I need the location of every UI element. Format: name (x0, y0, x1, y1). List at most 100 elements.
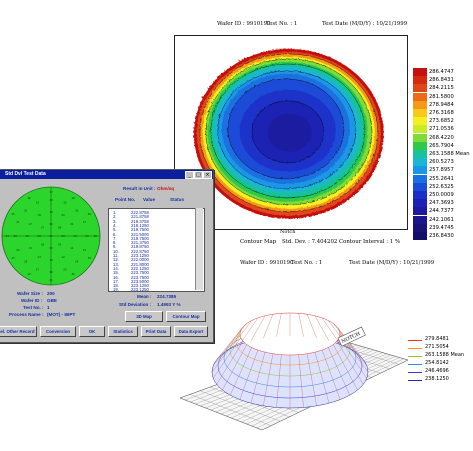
list-value: 223.7500 (131, 270, 149, 276)
legend-swatch (413, 166, 427, 175)
wafer-point-label[interactable]: 22 (86, 234, 90, 238)
maximize-button[interactable]: □ (194, 171, 203, 179)
wafer-point-label[interactable]: 40 (72, 272, 76, 276)
wafer-point-label[interactable]: 34 (50, 198, 54, 202)
wafer-point-label[interactable]: 44 (6, 234, 10, 238)
wafer-point-label[interactable]: 36 (75, 209, 79, 213)
legend-swatch (413, 109, 427, 117)
contour-map-button[interactable]: Contour Map (166, 311, 206, 322)
wafer-point-label[interactable]: 43 (11, 256, 15, 260)
contour-notch-label: Notch (280, 229, 296, 235)
wafer-point-label[interactable]: 45 (11, 212, 15, 216)
wafer-point-label[interactable]: 02 (62, 234, 66, 238)
legend-label: 268.4220 (429, 134, 454, 141)
wafer-point-label[interactable]: 01 (50, 234, 54, 238)
result-unit-value: Ohm/sq (157, 186, 175, 191)
print-data-button[interactable]: Print Data (141, 326, 171, 337)
wafer-point-label[interactable]: 31 (16, 220, 20, 224)
wafer-point-label[interactable]: 05 (41, 242, 45, 246)
wafer-point-label[interactable]: 32 (24, 209, 28, 213)
statistics-button[interactable]: Statistics (108, 326, 138, 337)
wafer-point-label[interactable]: 08 (50, 222, 54, 226)
legend-swatch (413, 174, 427, 183)
legend-label: 260.5273 (429, 159, 454, 166)
list-point-no: 4. (113, 222, 117, 228)
list-value: 219.7500 (131, 227, 149, 233)
map3d-legend-label: 238.1250 (425, 376, 449, 382)
wafer-point-label[interactable]: 35 (63, 201, 67, 205)
wafer-point-label[interactable]: 29 (16, 248, 20, 252)
list-value: 218.1250 (131, 222, 149, 228)
contour-std-dev: Std. Dev. : 7.404202 (282, 239, 338, 245)
list-point-no: 14. (113, 265, 119, 271)
list-value: 222.0000 (131, 257, 149, 263)
map3d-legend-label: 271.5054 (425, 344, 449, 350)
legend-label: 286.8431 (429, 77, 454, 84)
3d-map-button[interactable]: 3D Map (125, 311, 163, 322)
wafer-point-label[interactable]: 14 (38, 255, 42, 259)
wafer-point-label[interactable]: 09 (58, 226, 62, 230)
wafer-point-label[interactable]: 10 (74, 234, 78, 238)
wafer-point-label[interactable]: 07 (41, 226, 45, 230)
result-unit-label: Result in Unit : (123, 186, 156, 191)
list-value: 219.8750 (131, 244, 149, 250)
wafer-point-label[interactable]: 27 (36, 267, 40, 271)
wafer-point-label[interactable]: 03 (58, 242, 62, 246)
contour-map-type: Contour Map (240, 239, 277, 245)
wafer-point-label[interactable]: 42 (28, 272, 32, 276)
data-export-button[interactable]: Data Export (174, 326, 208, 337)
wafer-point-label[interactable]: 28 (24, 259, 28, 263)
map3d-legend-label: 263.1588 Mean (425, 352, 465, 358)
wafer-point-label[interactable]: 30 (14, 234, 18, 238)
legend-swatch (413, 150, 427, 158)
wafer-point-label[interactable]: 49 (88, 212, 92, 216)
wafer-point-label[interactable]: 47 (50, 190, 54, 194)
list-point-no: 11. (113, 253, 119, 258)
wafer-point-label[interactable]: 19 (50, 210, 54, 214)
list-value: 223.1250 (131, 253, 149, 258)
minimize-button[interactable]: _ (185, 171, 194, 179)
result-list[interactable]: 1. 222.8758 2. 221.8758 3. 219.3758 4. 218.1250… (108, 208, 205, 292)
map3d-graphic (179, 312, 409, 431)
wafer-point-label[interactable]: 26 (50, 270, 54, 274)
wafer-point-label[interactable]: 25 (63, 267, 67, 271)
wafer-point-label[interactable]: 06 (38, 234, 42, 238)
wafer-point-label[interactable]: 15 (29, 246, 33, 250)
wafer-point-label[interactable]: 48 (72, 196, 76, 200)
wafer-point-label[interactable]: 04 (50, 246, 54, 250)
legend-swatch (413, 92, 427, 101)
legend-swatch (413, 84, 427, 93)
wafer-point-label[interactable]: 41 (50, 278, 54, 282)
wafer-point-label[interactable]: 12 (62, 255, 66, 259)
wafer-point-label[interactable]: 33 (36, 201, 40, 205)
wafer-point-label[interactable]: 20 (62, 213, 66, 217)
map3d-legend-label: 279.8481 (425, 336, 449, 342)
wafer-point-label[interactable]: 24 (75, 259, 79, 263)
legend-label: 239.4745 (429, 224, 454, 231)
wafer-point-label[interactable]: 23 (83, 248, 87, 252)
contour-wafer-id: Wafer ID : 9910190 (217, 21, 271, 27)
legend-swatch (413, 158, 427, 167)
wafer-point-label[interactable]: 21 (70, 222, 74, 226)
result-list-scrollbar[interactable] (195, 208, 203, 290)
list-value: 222.8758 (131, 210, 149, 215)
ok-button[interactable]: OK (79, 326, 105, 337)
list-value: 219.3758 (131, 218, 149, 224)
wafer-point-label[interactable]: 38 (94, 234, 98, 238)
wafer-point-label[interactable]: 18 (38, 213, 42, 217)
dialog-title-bar: Std Dvl Test Data _ □ × (0, 170, 213, 179)
select-other-record-button[interactable]: Sel. Other Record (0, 326, 37, 337)
wafer-point-label[interactable]: 11 (70, 246, 74, 250)
wafer-point-label[interactable]: 13 (50, 258, 54, 262)
wafer-point-label[interactable]: 46 (28, 196, 32, 200)
list-value: 221.8000 (131, 261, 149, 267)
close-button[interactable]: × (203, 171, 212, 179)
wafer-point-label[interactable]: 37 (83, 220, 87, 224)
map3d-legend-label: 246.4696 (425, 368, 449, 374)
conversion-button[interactable]: Conversion (40, 326, 76, 337)
wafer-point-label[interactable]: 16 (26, 234, 30, 238)
wafer-point-label[interactable]: 39 (88, 256, 92, 260)
wafer-point-label[interactable]: 17 (29, 222, 33, 226)
list-value: 223.7500 (131, 274, 149, 280)
